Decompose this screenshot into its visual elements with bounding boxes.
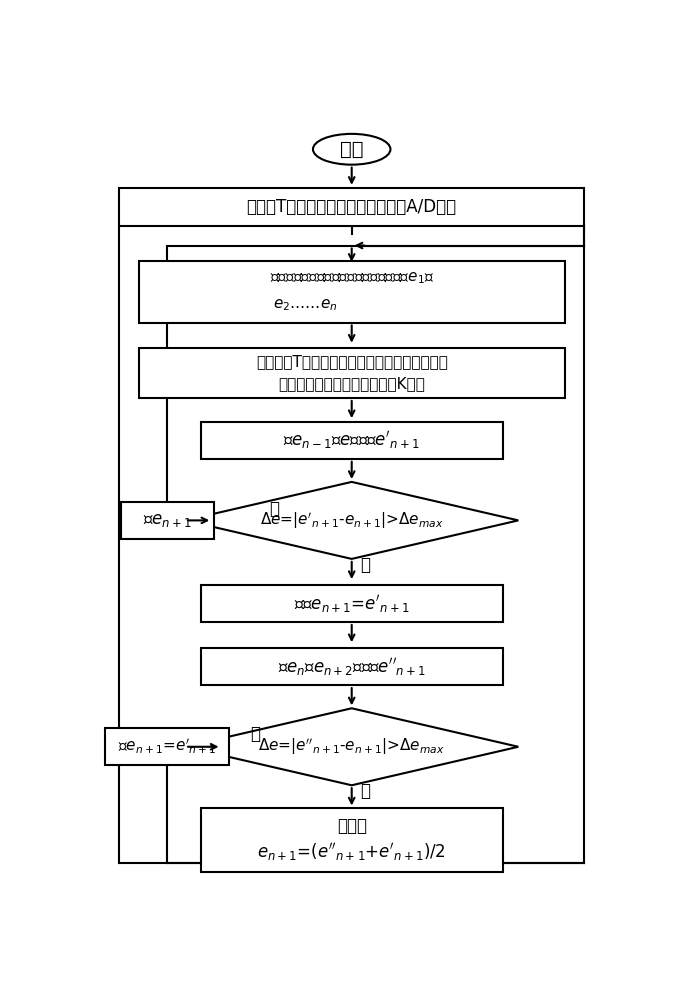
FancyBboxPatch shape (201, 808, 503, 872)
Text: 自适应对消算法中自适应系数K的值: 自适应对消算法中自适应系数K的值 (278, 376, 425, 391)
Text: 每隔时间T把输出信号进行快速傅里叶变化确定: 每隔时间T把输出信号进行快速傅里叶变化确定 (256, 354, 448, 369)
Text: $e_2$……$e_n$: $e_2$……$e_n$ (273, 298, 337, 313)
Polygon shape (185, 708, 518, 785)
FancyBboxPatch shape (120, 188, 584, 226)
Text: 否: 否 (269, 500, 279, 518)
Text: 开始: 开始 (340, 140, 363, 159)
FancyBboxPatch shape (201, 422, 503, 459)
Text: $\Delta e$=$|e''_{n+1}$-$e_{n+1}|$>$\Delta e_{max}$: $\Delta e$=$|e''_{n+1}$-$e_{n+1}|$>$\Del… (258, 736, 445, 757)
Text: 先令$e_{n+1}$=$e'_{n+1}$: 先令$e_{n+1}$=$e'_{n+1}$ (294, 593, 409, 615)
Ellipse shape (313, 134, 390, 165)
Text: 否: 否 (250, 725, 260, 743)
Text: 是: 是 (360, 556, 370, 574)
Text: 最后令: 最后令 (337, 817, 367, 835)
Text: 把采样数据经过自适应对消算式输出信号$e_1$、: 把采样数据经过自适应对消算式输出信号$e_1$、 (269, 270, 433, 286)
Text: $\Delta e$=$|e'_{n+1}$-$e_{n+1}|$>$\Delta e_{max}$: $\Delta e$=$|e'_{n+1}$-$e_{n+1}|$>$\Delt… (260, 510, 444, 531)
Text: 是: 是 (360, 782, 370, 800)
Text: 由$e_{n-1}$和$e$预测出$e'_{n+1}$: 由$e_{n-1}$和$e$预测出$e'_{n+1}$ (283, 429, 420, 451)
Text: 由$e_n$和$e_{n+2}$预测出$e''_{n+1}$: 由$e_n$和$e_{n+2}$预测出$e''_{n+1}$ (278, 656, 426, 678)
FancyBboxPatch shape (201, 585, 503, 622)
FancyBboxPatch shape (139, 261, 565, 323)
Polygon shape (185, 482, 518, 559)
Text: 取$e_{n+1}$: 取$e_{n+1}$ (143, 511, 192, 529)
Text: 取$e_{n+1}$=$e'_{n+1}$: 取$e_{n+1}$=$e'_{n+1}$ (118, 737, 216, 756)
Text: 以周期T对待测信号和噪声信号进行A/D采样: 以周期T对待测信号和噪声信号进行A/D采样 (247, 198, 457, 216)
FancyBboxPatch shape (105, 728, 229, 765)
FancyBboxPatch shape (121, 502, 214, 539)
Text: $e_{n+1}$=($e''_{n+1}$+$e'_{n+1}$)/2: $e_{n+1}$=($e''_{n+1}$+$e'_{n+1}$)/2 (258, 841, 446, 863)
FancyBboxPatch shape (201, 648, 503, 685)
FancyBboxPatch shape (139, 348, 565, 398)
